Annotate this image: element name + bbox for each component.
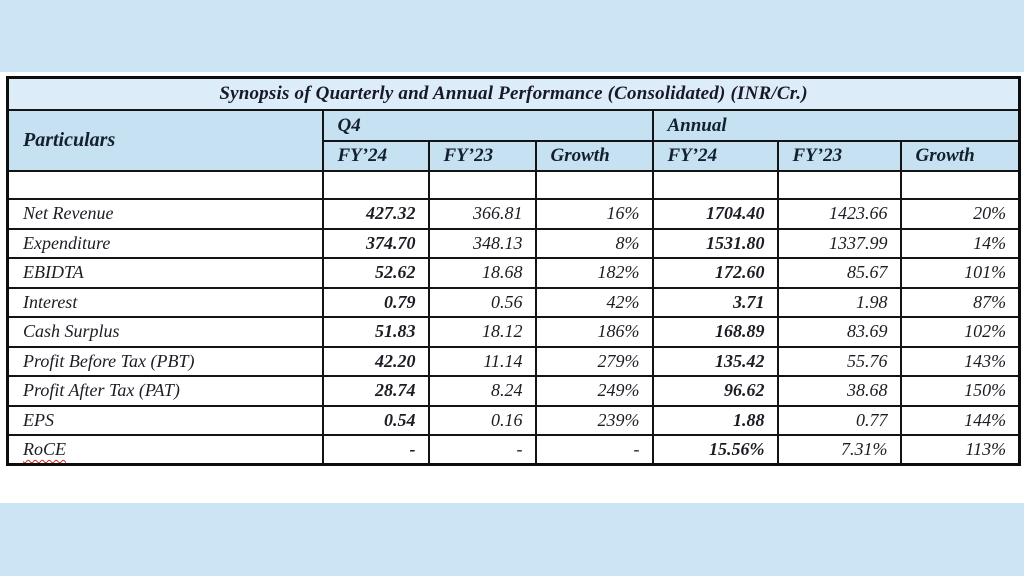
cell-q4-fy24: 374.70 — [321, 227, 430, 259]
cell-q4-growth: 182% — [534, 257, 654, 289]
empty-cell — [651, 170, 779, 200]
group-header-q4: Q4 — [321, 109, 654, 142]
header-annual-fy24: FY’24 — [651, 140, 779, 172]
cell-annual-growth: 102% — [899, 316, 1021, 348]
table-row: Expenditure 374.70 348.13 8% 1531.80 1337.99 1… — [6, 227, 1021, 259]
table-row: EPS 0.54 0.16 239% 1.88 0.77 144% — [6, 404, 1021, 436]
cell-annual-fy24: 168.89 — [651, 316, 779, 348]
cell-annual-fy24: 1704.40 — [651, 198, 779, 230]
financial-results-table: Synopsis of Quarterly and Annual Perform… — [6, 76, 1022, 466]
cell-annual-growth: 144% — [899, 404, 1021, 436]
spellcheck-underlined-text: RoCE — [23, 439, 66, 459]
cell-annual-growth: 113% — [899, 434, 1021, 466]
cell-q4-fy23: 18.68 — [427, 257, 537, 289]
cell-q4-growth: 279% — [534, 345, 654, 377]
cell-q4-growth: 16% — [534, 198, 654, 230]
table-row: Interest 0.79 0.56 42% 3.71 1.98 87% — [6, 286, 1021, 318]
cell-q4-fy24: 42.20 — [321, 345, 430, 377]
row-label: EBIDTA — [6, 257, 324, 289]
header-annual-growth: Growth — [899, 140, 1021, 172]
cell-q4-growth: 42% — [534, 286, 654, 318]
table-row: RoCE - - -15.56% 7.31% 113% — [6, 434, 1021, 466]
cell-q4-growth: 239% — [534, 404, 654, 436]
cell-q4-growth: - — [534, 434, 654, 466]
row-label: EPS — [6, 404, 324, 436]
table-body: Synopsis of Quarterly and Annual Perform… — [6, 76, 1021, 466]
cell-annual-growth: 143% — [899, 345, 1021, 377]
cell-q4-growth: 186% — [534, 316, 654, 348]
cell-q4-fy23: 11.14 — [427, 345, 537, 377]
cell-q4-fy23: 348.13 — [427, 227, 537, 259]
cell-q4-growth: 249% — [534, 375, 654, 407]
cell-annual-fy23: 83.69 — [776, 316, 902, 348]
cell-annual-growth: 101% — [899, 257, 1021, 289]
cell-q4-fy23: 0.16 — [427, 404, 537, 436]
group-header-annual: Annual — [651, 109, 1021, 142]
row-label: Interest — [6, 286, 324, 318]
cell-annual-fy23: 85.67 — [776, 257, 902, 289]
cell-q4-fy24: 28.74 — [321, 375, 430, 407]
cell-annual-fy23: 1423.66 — [776, 198, 902, 230]
cell-q4-fy23: 0.56 — [427, 286, 537, 318]
empty-cell — [427, 170, 537, 200]
cell-annual-growth: 87% — [899, 286, 1021, 318]
table-title: Synopsis of Quarterly and Annual Perform… — [6, 76, 1021, 111]
cell-annual-growth: 150% — [899, 375, 1021, 407]
cell-annual-fy24: 172.60 — [651, 257, 779, 289]
cell-annual-growth: 14% — [899, 227, 1021, 259]
cell-q4-fy23: - — [427, 434, 537, 466]
cell-q4-fy23: 8.24 — [427, 375, 537, 407]
row-label: Net Revenue — [6, 198, 324, 230]
cell-q4-fy24: - — [321, 434, 430, 466]
cell-annual-fy24: 1531.80 — [651, 227, 779, 259]
table-row: Cash Surplus 51.83 18.12 186% 168.89 83.69 102… — [6, 316, 1021, 348]
particulars-header: Particulars — [6, 109, 324, 172]
empty-cell — [6, 170, 324, 200]
bottom-background-strip — [0, 503, 1024, 576]
cell-annual-fy24: 135.42 — [651, 345, 779, 377]
cell-annual-growth: 20% — [899, 198, 1021, 230]
cell-q4-fy24: 51.83 — [321, 316, 430, 348]
cell-q4-fy24: 0.54 — [321, 404, 430, 436]
table-row: Profit Before Tax (PBT) 42.20 11.14 279% 135… — [6, 345, 1021, 377]
header-q4-fy23: FY’23 — [427, 140, 537, 172]
cell-q4-growth: 8% — [534, 227, 654, 259]
empty-spacer-row — [6, 170, 1021, 200]
cell-annual-fy24: 1.88 — [651, 404, 779, 436]
cell-annual-fy24: 3.71 — [651, 286, 779, 318]
cell-q4-fy24: 52.62 — [321, 257, 430, 289]
header-q4-fy24: FY’24 — [321, 140, 430, 172]
table-row: Profit After Tax (PAT) 28.74 8.24 249% 96.62… — [6, 375, 1021, 407]
cell-annual-fy23: 7.31% — [776, 434, 902, 466]
empty-cell — [776, 170, 902, 200]
table-title-row: Synopsis of Quarterly and Annual Perform… — [6, 76, 1021, 111]
row-label: Profit Before Tax (PBT) — [6, 345, 324, 377]
cell-q4-fy23: 18.12 — [427, 316, 537, 348]
header-annual-fy23: FY’23 — [776, 140, 902, 172]
row-label: RoCE — [6, 434, 324, 466]
cell-annual-fy23: 1.98 — [776, 286, 902, 318]
cell-annual-fy23: 1337.99 — [776, 227, 902, 259]
row-label: Profit After Tax (PAT) — [6, 375, 324, 407]
column-group-header-row: Particulars Q4 Annual — [6, 109, 1021, 172]
row-label: Cash Surplus — [6, 316, 324, 348]
empty-cell — [321, 170, 430, 200]
cell-annual-fy23: 0.77 — [776, 404, 902, 436]
row-label: Expenditure — [6, 227, 324, 259]
empty-cell — [534, 170, 654, 200]
cell-annual-fy23: 38.68 — [776, 375, 902, 407]
table-row: EBIDTA 52.62 18.68 182% 172.60 85.67 101% — [6, 257, 1021, 289]
cell-annual-fy23: 55.76 — [776, 345, 902, 377]
cell-q4-fy23: 366.81 — [427, 198, 537, 230]
financial-results-table-container: Synopsis of Quarterly and Annual Perform… — [6, 76, 1022, 466]
table-row: Net Revenue 427.32 366.81 16% 1704.40 1423.66… — [6, 198, 1021, 230]
cell-q4-fy24: 427.32 — [321, 198, 430, 230]
top-background-strip — [0, 0, 1024, 72]
cell-annual-fy24: 96.62 — [651, 375, 779, 407]
empty-cell — [899, 170, 1021, 200]
cell-annual-fy24: 15.56% — [651, 434, 779, 466]
sub-header-row: FY’24 FY’23 Growth FY’24 FY’23 Growth — [8, 140, 1021, 172]
header-q4-growth: Growth — [534, 140, 654, 172]
cell-q4-fy24: 0.79 — [321, 286, 430, 318]
